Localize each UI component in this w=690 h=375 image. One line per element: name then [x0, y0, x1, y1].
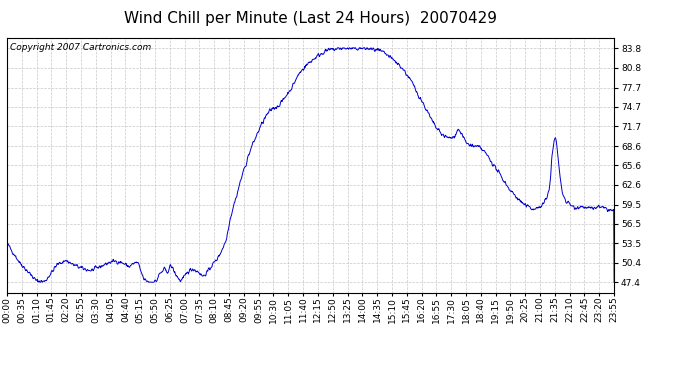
Text: Copyright 2007 Cartronics.com: Copyright 2007 Cartronics.com: [10, 43, 151, 52]
Text: Wind Chill per Minute (Last 24 Hours)  20070429: Wind Chill per Minute (Last 24 Hours) 20…: [124, 11, 497, 26]
